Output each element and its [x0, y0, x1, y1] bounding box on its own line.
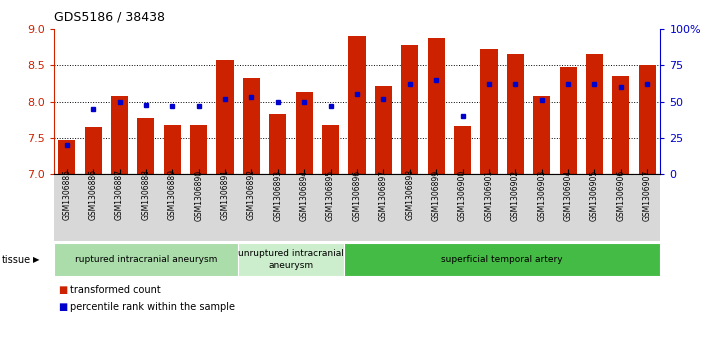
Bar — [560, 67, 577, 174]
Bar — [428, 38, 445, 174]
Bar — [586, 54, 603, 174]
Text: transformed count: transformed count — [70, 285, 161, 295]
Bar — [216, 60, 233, 174]
Bar — [54, 243, 238, 276]
Bar — [507, 54, 524, 174]
Bar — [481, 49, 498, 174]
Bar — [639, 65, 656, 174]
Bar — [58, 140, 75, 174]
Text: unruptured intracranial
aneurysm: unruptured intracranial aneurysm — [238, 249, 344, 270]
Bar — [401, 45, 418, 174]
Bar — [164, 125, 181, 174]
Bar — [348, 36, 366, 174]
Bar — [111, 96, 128, 174]
Bar — [243, 78, 260, 174]
Bar — [296, 92, 313, 174]
Text: superficial temporal artery: superficial temporal artery — [441, 255, 563, 264]
Text: ruptured intracranial aneurysm: ruptured intracranial aneurysm — [75, 255, 217, 264]
Bar — [137, 118, 154, 174]
Text: tissue: tissue — [1, 254, 31, 265]
Text: percentile rank within the sample: percentile rank within the sample — [70, 302, 235, 312]
Bar — [190, 125, 207, 174]
Bar — [375, 86, 392, 174]
Bar — [344, 243, 660, 276]
Bar — [84, 127, 101, 174]
Bar — [238, 243, 344, 276]
Text: ■: ■ — [59, 285, 68, 295]
Bar — [533, 96, 550, 174]
Text: ▶: ▶ — [33, 255, 39, 264]
Text: ■: ■ — [59, 302, 68, 312]
Bar — [269, 114, 286, 174]
Text: GDS5186 / 38438: GDS5186 / 38438 — [54, 11, 164, 24]
Bar — [454, 126, 471, 174]
Bar — [613, 76, 630, 174]
Bar — [322, 125, 339, 174]
